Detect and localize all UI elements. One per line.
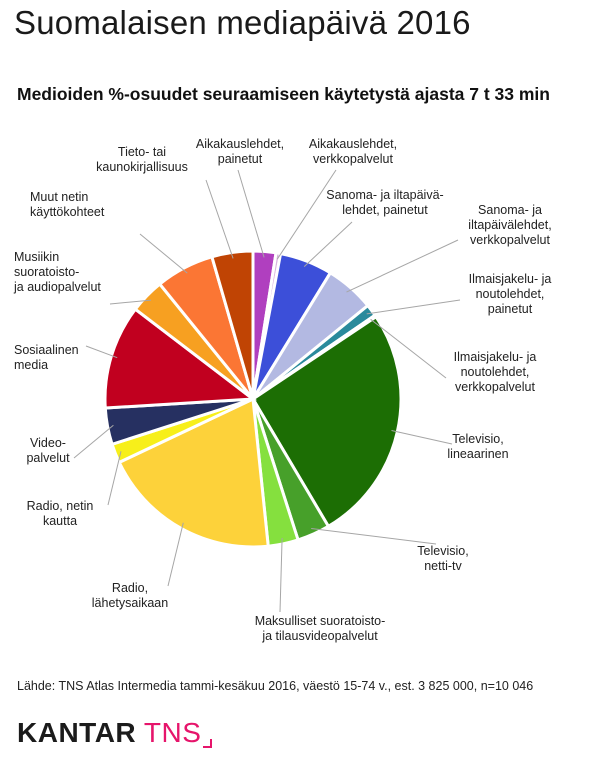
leader-line bbox=[366, 299, 461, 315]
slice-label-line: media bbox=[14, 358, 49, 372]
slice-label-line: ja tilausvideopalvelut bbox=[262, 629, 378, 643]
slice-label: Video-palvelut bbox=[18, 436, 78, 466]
slice-label-line: iltapäivälehdet, bbox=[468, 218, 552, 232]
slice-label-line: Video- bbox=[30, 436, 66, 450]
slice-label-line: Ilmaisjakelu- ja bbox=[468, 272, 552, 286]
leader-line bbox=[205, 179, 234, 259]
slice-label: Sanoma- ja iltapäivä-lehdet, painetut bbox=[320, 188, 450, 218]
slice-label: Musiikin suoratoisto-ja audiopalvelut bbox=[14, 250, 134, 295]
slice-label: Radio, netin kautta bbox=[10, 499, 110, 529]
leader-line bbox=[109, 299, 152, 305]
slice-label: Radio, lähetysaikaan bbox=[75, 581, 185, 611]
leader-line bbox=[107, 451, 122, 506]
chart-title: Medioiden %-osuudet seuraamiseen käytety… bbox=[17, 84, 550, 104]
leader-line bbox=[303, 221, 353, 267]
slice-label-line: verkkopalvelut bbox=[455, 380, 535, 394]
leader-line bbox=[346, 239, 459, 293]
logo-mark-icon bbox=[203, 739, 213, 748]
slice-label-line: ja audiopalvelut bbox=[14, 280, 101, 294]
slice-label-line: Televisio, bbox=[452, 432, 504, 446]
page-title: Suomalaisen mediapäivä 2016 bbox=[14, 4, 471, 41]
slice-label: Aikakauslehdet, painetut bbox=[185, 137, 295, 167]
slice-label: Sanoma- ja iltapäivälehdet, verkkopalvelut bbox=[455, 203, 565, 248]
slice-label: Televisio, lineaarinen bbox=[433, 432, 523, 462]
leader-line bbox=[279, 537, 283, 613]
slice-label-line: Sosiaalinen bbox=[14, 343, 79, 357]
slice-label-line: suoratoisto- bbox=[14, 265, 80, 279]
slice-label: Muut netin käyttökohteet bbox=[30, 190, 150, 220]
slice-label-line: kaunokirjallisuus bbox=[96, 160, 188, 174]
slice-label-line: painetut bbox=[217, 152, 263, 166]
slice-label: Aikakauslehdet, verkkopalvelut bbox=[298, 137, 408, 167]
slice-label-line: Radio, netin bbox=[26, 499, 94, 513]
slice-label-line: noutolehdet, bbox=[460, 365, 530, 379]
leader-line bbox=[237, 169, 265, 258]
slice-label: Maksulliset suoratoisto-ja tilausvideopa… bbox=[240, 614, 400, 644]
logo-kantar: KANTAR bbox=[17, 717, 137, 748]
slice-label-line: noutolehdet, bbox=[475, 287, 545, 301]
slice-label: Televisio, netti-tv bbox=[403, 544, 483, 574]
slice-label-line: Aikakauslehdet, bbox=[195, 137, 285, 151]
pie-slice bbox=[210, 249, 255, 400]
kantar-tns-logo: KANTAR TNS bbox=[17, 717, 213, 749]
slice-label-line: lineaarinen bbox=[447, 447, 509, 461]
slice-label: Tieto- tai kaunokirjallisuus bbox=[82, 145, 202, 175]
slice-label: Sosiaalinen media bbox=[14, 343, 124, 373]
slice-label-line: Ilmaisjakelu- ja bbox=[453, 350, 537, 364]
slice-label-line: lähetysaikaan bbox=[91, 596, 169, 610]
slice-label: Ilmaisjakelu- ja noutolehdet, verkkopalvel… bbox=[440, 350, 550, 395]
slice-label-line: Musiikin bbox=[14, 250, 60, 264]
slice-label-line: painetut bbox=[487, 302, 533, 316]
leader-line bbox=[85, 345, 118, 359]
leader-line bbox=[139, 233, 188, 274]
slice-label-line: kautta bbox=[42, 514, 78, 528]
slice-label-line: Tieto- tai bbox=[117, 145, 167, 159]
slice-label-line: Maksulliset suoratoisto- bbox=[254, 614, 386, 628]
leader-line bbox=[391, 430, 453, 445]
pie-slice bbox=[117, 396, 270, 549]
slice-label-line: netti-tv bbox=[424, 559, 462, 573]
slice-label-line: Sanoma- ja iltapäivä- bbox=[326, 188, 444, 202]
slice-label-line: Aikakauslehdet, bbox=[308, 137, 398, 151]
leader-line bbox=[73, 424, 114, 459]
leader-line bbox=[276, 169, 337, 260]
leader-line bbox=[311, 528, 437, 545]
slice-label-line: Sanoma- ja bbox=[478, 203, 542, 217]
source-note: Lähde: TNS Atlas Intermedia tammi-kesäku… bbox=[17, 679, 534, 693]
slice-label-line: palvelut bbox=[26, 451, 70, 465]
slice-label-line: Muut netin bbox=[30, 190, 89, 204]
slice-label-line: käyttökohteet bbox=[30, 205, 105, 219]
logo-tns: TNS bbox=[143, 717, 202, 748]
slice-label: Ilmaisjakelu- ja noutolehdet, painetut bbox=[455, 272, 565, 317]
leader-line bbox=[370, 318, 447, 379]
slice-label-line: lehdet, painetut bbox=[342, 203, 428, 217]
slice-label-line: verkkopalvelut bbox=[470, 233, 550, 247]
slice-label-line: Radio, bbox=[111, 581, 149, 595]
slice-label-line: verkkopalvelut bbox=[313, 152, 393, 166]
leader-line bbox=[167, 522, 184, 587]
slice-label-line: Televisio, bbox=[417, 544, 469, 558]
